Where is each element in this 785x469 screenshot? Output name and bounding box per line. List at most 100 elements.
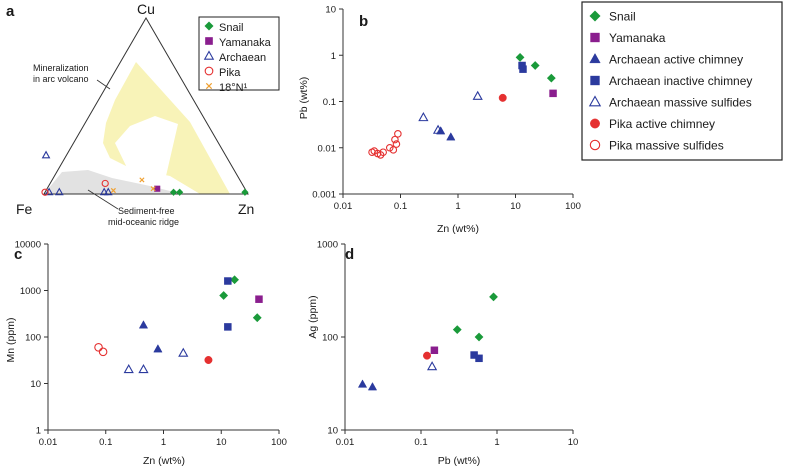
point-b-pika-massive-sulfides-8 xyxy=(392,140,401,148)
annotation-mor-leader xyxy=(87,189,119,210)
axis-b-ylabel: Pb (wt%) xyxy=(298,77,310,120)
point-c-archaean-massive-sulfides-2 xyxy=(178,347,189,357)
panel-b-zn-pb: b Pb (wt%) Zn (wt%) 0.01 0.1 1 10 1000.0010.… xyxy=(298,5,581,236)
annotation-arc-line1: Mineralization xyxy=(33,63,89,73)
point-a-yamanaka-0 xyxy=(154,185,161,192)
y-tick-label-d-2: 1000 xyxy=(317,240,338,251)
y-tick-label-b-3: 1 xyxy=(331,51,336,62)
legend-main: Snail Yamanaka Archaean active chimney Arch… xyxy=(588,10,752,153)
points-d xyxy=(357,292,498,391)
y-tick-label-b-0: 0.001 xyxy=(312,190,336,201)
y-tick-label-b-4: 10 xyxy=(325,5,336,16)
corner-fe: Fe xyxy=(16,201,33,217)
legend-a-label-pika: Pika xyxy=(219,67,241,79)
legend-label-snail: Snail xyxy=(609,10,636,24)
axis-c-xlabel: Zn (wt%) xyxy=(143,455,185,467)
annotation-arc-leader xyxy=(96,79,111,90)
legend-marker-pika-active-chimney xyxy=(590,118,600,129)
x-tick-label-c-3: 10 xyxy=(216,437,227,448)
axis-d-ylabel: Ag (ppm) xyxy=(307,295,319,338)
panel-d-label: d xyxy=(345,246,354,263)
arc-field-hole xyxy=(115,116,185,194)
point-c-archaean-active-chimney-1 xyxy=(153,344,163,353)
y-tick-label-d-0: 10 xyxy=(327,426,338,437)
x-tick-label-c-1: 0.1 xyxy=(99,437,112,448)
point-d-snail-2 xyxy=(489,292,498,302)
point-b-snail-0 xyxy=(515,52,525,62)
ternary-outline xyxy=(43,17,249,195)
point-b-pika-massive-sulfides-9 xyxy=(394,130,402,138)
panel-d-pb-ag: d Ag (ppm) Pb (wt%) 0.01 0.1 1 10 10 100 1000 xyxy=(307,240,578,468)
point-d-snail-0 xyxy=(452,325,462,335)
legend-a-marker-archaean xyxy=(203,50,215,60)
point-d-archaean-inactive-chimney-1 xyxy=(475,354,483,363)
legend-marker-archaean-active-chimney xyxy=(589,52,601,64)
axis-c-ylabel: Mn (ppm) xyxy=(5,318,17,363)
legend-label-pika-active-chimney: Pika active chimney xyxy=(609,117,715,131)
point-a-archaean-1 xyxy=(44,187,54,196)
point-c-pika-massive-sulfides-0 xyxy=(94,343,103,352)
panel-b-label: b xyxy=(359,13,368,30)
legend-a-label-archaean: Archaean xyxy=(219,52,266,64)
axis-d-xlabel: Pb (wt%) xyxy=(438,455,481,467)
x-tick-label-c-0: 0.01 xyxy=(39,437,58,448)
point-c-archaean-active-chimney-0 xyxy=(138,320,149,329)
point-d-yamanaka-0 xyxy=(430,346,439,355)
y-tick-label-b-1: 0.01 xyxy=(318,143,337,154)
point-b-yamanaka-0 xyxy=(549,89,557,98)
point-a-snail-2 xyxy=(169,188,178,196)
point-a-archaean-2 xyxy=(54,187,64,196)
y-tick-label-b-2: 0.1 xyxy=(323,97,336,108)
y-tick-label-c-0: 1 xyxy=(36,426,41,437)
point-c-archaean-inactive-chimney-0 xyxy=(224,277,232,285)
y-tick-label-c-3: 1000 xyxy=(20,286,41,297)
y-tick-label-c-4: 10000 xyxy=(15,240,41,251)
point-b-pika-massive-sulfides-6 xyxy=(389,146,398,154)
x-tick-label-b-2: 1 xyxy=(455,201,460,212)
x-tick-label-d-3: 10 xyxy=(568,437,579,448)
panel-a-ternary: a Cu Fe Zn Mineralization in arc volcano… xyxy=(6,1,280,227)
x-tick-label-b-4: 100 xyxy=(565,201,581,212)
annotation-arc-line2: in arc volcano xyxy=(33,74,89,84)
point-b-pika-massive-sulfides-7 xyxy=(391,135,399,144)
point-d-pika-active-chimney-0 xyxy=(423,351,432,360)
point-b-pika-massive-sulfides-4 xyxy=(379,148,387,157)
point-b-archaean-massive-sulfides-1 xyxy=(432,124,444,134)
panel-c-label: c xyxy=(14,246,22,263)
point-d-snail-1 xyxy=(474,332,484,342)
legend-a-label-snail: Snail xyxy=(219,22,243,34)
point-b-archaean-active-chimney-1 xyxy=(446,132,456,141)
legend-main-box xyxy=(581,1,783,161)
point-b-archaean-massive-sulfides-0 xyxy=(418,112,429,122)
legend-label-archaean-inactive-chimney: Archaean inactive chimney xyxy=(609,74,752,88)
point-c-archaean-massive-sulfides-0 xyxy=(123,363,134,374)
legend-marker-archaean-inactive-chimney xyxy=(590,75,600,86)
x-tick-label-d-0: 0.01 xyxy=(336,437,355,448)
point-c-archaean-massive-sulfides-1 xyxy=(138,363,149,374)
point-b-snail-2 xyxy=(546,73,556,83)
point-b-archaean-inactive-chimney-1 xyxy=(519,65,527,73)
ternary-points xyxy=(41,150,249,196)
legend-a-marker-snail xyxy=(204,21,214,31)
x-tick-label-d-2: 1 xyxy=(494,437,499,448)
corner-cu: Cu xyxy=(137,1,155,17)
axes-d: 0.01 0.1 1 10 10 100 1000 xyxy=(317,240,578,449)
legend-a-label-18-n: 18°N¹ xyxy=(219,82,248,94)
point-a-pika-1 xyxy=(41,188,49,196)
point-d-archaean-active-chimney-1 xyxy=(367,382,378,391)
x-tick-label-b-1: 0.1 xyxy=(394,201,407,212)
x-tick-label-d-1: 0.1 xyxy=(414,437,427,448)
point-c-pika-massive-sulfides-1 xyxy=(98,347,108,357)
legend-a-marker-18-n xyxy=(205,82,213,90)
point-a-archaean-0 xyxy=(41,150,51,159)
points-c xyxy=(94,275,263,374)
point-d-archaean-active-chimney-0 xyxy=(357,379,368,388)
legend-label-archaean-massive-sulfides: Archaean massive sulfides xyxy=(609,96,752,110)
panel-c-zn-mn: c Mn (ppm) Zn (wt%) 0.01 0.1 1 10 100 1 10 100 1… xyxy=(5,240,287,468)
point-a-18-n-2 xyxy=(110,187,116,194)
panel-a-label: a xyxy=(6,3,15,20)
legend-a-label-yamanaka: Yamanaka xyxy=(219,37,272,49)
x-tick-label-c-2: 1 xyxy=(161,437,166,448)
